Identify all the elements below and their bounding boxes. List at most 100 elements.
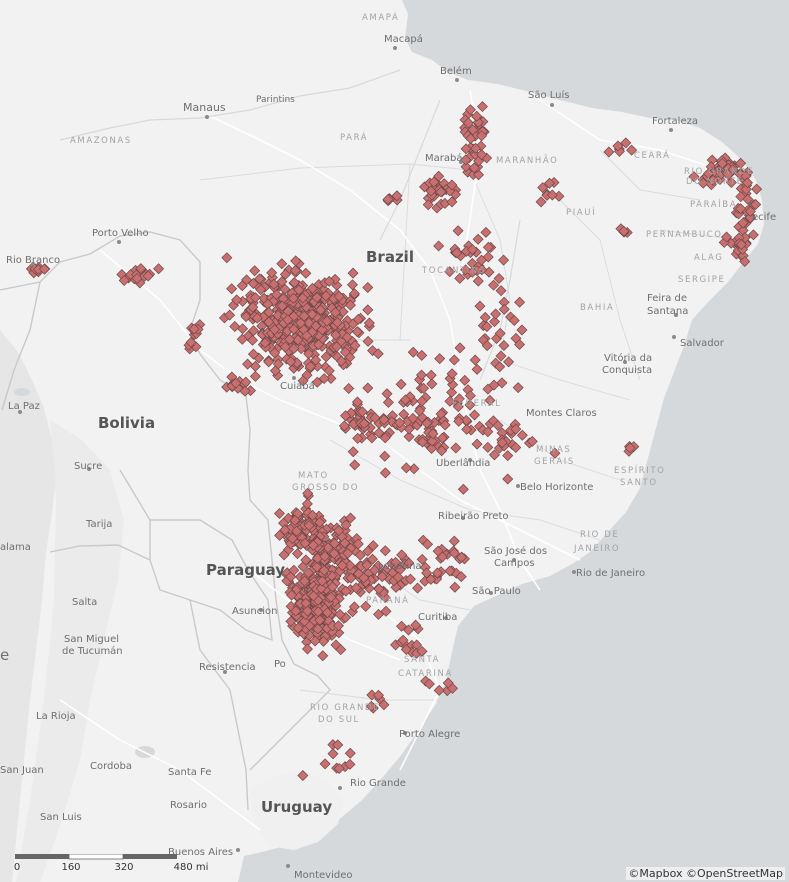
location-marker[interactable]	[229, 320, 241, 332]
location-marker[interactable]	[431, 567, 443, 579]
location-marker[interactable]	[425, 185, 437, 197]
location-marker[interactable]	[135, 263, 147, 275]
location-marker[interactable]	[452, 401, 464, 413]
location-marker[interactable]	[288, 310, 300, 322]
location-marker[interactable]	[514, 296, 526, 308]
location-marker[interactable]	[444, 395, 456, 407]
location-marker[interactable]	[473, 169, 485, 181]
location-marker[interactable]	[319, 550, 331, 562]
location-marker[interactable]	[367, 553, 379, 565]
location-marker[interactable]	[249, 292, 261, 304]
location-marker[interactable]	[457, 483, 469, 495]
location-marker[interactable]	[306, 282, 318, 294]
location-marker[interactable]	[367, 540, 379, 552]
location-marker[interactable]	[350, 582, 362, 594]
location-marker[interactable]	[492, 420, 504, 431]
location-marker[interactable]	[325, 591, 337, 603]
location-marker[interactable]	[345, 407, 357, 419]
location-marker[interactable]	[263, 356, 275, 368]
location-marker[interactable]	[354, 549, 366, 561]
location-marker[interactable]	[318, 564, 330, 576]
location-marker[interactable]	[470, 142, 482, 154]
location-marker[interactable]	[535, 196, 547, 208]
location-marker[interactable]	[418, 382, 430, 394]
location-marker[interactable]	[362, 382, 374, 394]
location-marker[interactable]	[379, 545, 391, 557]
location-marker[interactable]	[484, 394, 496, 406]
location-marker[interactable]	[329, 306, 341, 318]
location-marker[interactable]	[317, 635, 329, 647]
location-marker[interactable]	[433, 170, 445, 182]
location-marker[interactable]	[290, 605, 302, 617]
location-marker[interactable]	[224, 309, 236, 321]
location-marker[interactable]	[362, 335, 374, 347]
location-marker[interactable]	[338, 420, 350, 432]
location-marker[interactable]	[320, 351, 332, 363]
location-marker[interactable]	[308, 590, 320, 602]
location-marker[interactable]	[412, 582, 424, 594]
location-marker[interactable]	[721, 231, 733, 243]
location-marker[interactable]	[340, 410, 352, 422]
location-marker[interactable]	[498, 340, 510, 352]
location-marker[interactable]	[339, 537, 351, 549]
location-marker[interactable]	[333, 525, 345, 537]
location-marker[interactable]	[398, 408, 410, 420]
location-marker[interactable]	[397, 634, 409, 646]
location-marker[interactable]	[342, 547, 354, 559]
location-marker[interactable]	[502, 450, 514, 462]
location-marker[interactable]	[306, 308, 318, 320]
location-marker[interactable]	[247, 301, 259, 313]
location-marker[interactable]	[273, 507, 285, 519]
location-marker[interactable]	[330, 329, 342, 341]
location-marker[interactable]	[433, 684, 445, 696]
location-marker[interactable]	[481, 340, 493, 352]
location-marker[interactable]	[292, 334, 304, 346]
location-marker[interactable]	[307, 509, 319, 521]
location-marker[interactable]	[546, 189, 558, 201]
location-marker[interactable]	[230, 377, 242, 389]
location-marker[interactable]	[407, 346, 419, 358]
location-marker[interactable]	[452, 225, 464, 237]
location-marker[interactable]	[306, 326, 318, 338]
location-marker[interactable]	[468, 162, 480, 174]
location-marker[interactable]	[526, 435, 538, 447]
location-marker[interactable]	[390, 556, 402, 568]
location-marker[interactable]	[379, 432, 391, 444]
location-marker[interactable]	[448, 354, 460, 366]
location-marker[interactable]	[741, 177, 753, 189]
location-marker[interactable]	[335, 355, 347, 367]
location-marker[interactable]	[482, 441, 494, 453]
location-marker[interactable]	[516, 429, 528, 441]
location-marker[interactable]	[380, 605, 392, 617]
location-marker[interactable]	[446, 386, 458, 398]
location-marker[interactable]	[297, 375, 309, 387]
location-marker[interactable]	[750, 199, 762, 211]
location-marker[interactable]	[476, 130, 488, 142]
location-marker[interactable]	[339, 346, 351, 358]
location-marker[interactable]	[747, 229, 759, 241]
location-marker[interactable]	[372, 348, 384, 360]
location-marker[interactable]	[493, 273, 505, 285]
location-marker[interactable]	[464, 399, 476, 411]
location-marker[interactable]	[453, 415, 465, 427]
location-marker[interactable]	[488, 379, 500, 391]
location-marker[interactable]	[345, 512, 357, 524]
location-marker[interactable]	[391, 190, 403, 202]
location-marker[interactable]	[474, 300, 486, 312]
location-marker[interactable]	[396, 549, 408, 561]
location-marker[interactable]	[407, 412, 419, 424]
location-marker[interactable]	[403, 557, 415, 569]
location-marker[interactable]	[403, 431, 415, 443]
map-attribution[interactable]: ©Mapbox ©OpenStreetMap	[626, 867, 785, 880]
location-marker[interactable]	[282, 314, 294, 326]
location-marker[interactable]	[323, 365, 335, 377]
location-marker[interactable]	[321, 607, 333, 619]
location-marker[interactable]	[510, 423, 522, 435]
location-marker[interactable]	[373, 608, 385, 620]
location-marker[interactable]	[462, 117, 474, 129]
location-marker[interactable]	[344, 299, 356, 311]
location-marker[interactable]	[416, 645, 428, 657]
location-marker[interactable]	[744, 212, 756, 224]
location-marker[interactable]	[287, 292, 299, 304]
location-marker[interactable]	[464, 390, 476, 402]
